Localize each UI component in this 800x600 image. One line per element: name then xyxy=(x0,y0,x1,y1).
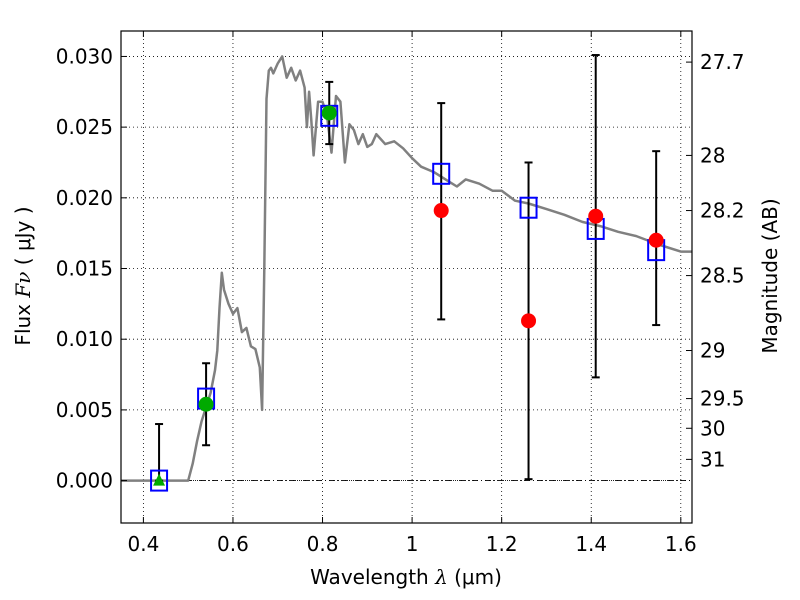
x-tick-label: 1.4 xyxy=(575,532,607,556)
magnitude-tick-label: 30 xyxy=(700,416,725,440)
observed-photometry-series xyxy=(153,105,664,486)
plot-frame xyxy=(120,30,693,524)
model-spectrum-series xyxy=(121,55,692,482)
observed-flux-point xyxy=(521,313,537,329)
magnitude-tick-label: 29 xyxy=(700,339,725,363)
observed-flux-upper-limit xyxy=(153,473,166,486)
y-tick-label: 0.000 xyxy=(56,469,113,493)
error-bars xyxy=(155,54,661,482)
x-tick-label: 0.8 xyxy=(307,532,339,556)
x-tick-label: 0.6 xyxy=(217,532,249,556)
y-tick-label: 0.005 xyxy=(56,398,113,422)
y-tick-label: 0.030 xyxy=(56,44,113,68)
observed-flux-point xyxy=(321,105,337,121)
x-tick-label: 0.4 xyxy=(127,532,159,556)
magnitude-tick-label: 28.2 xyxy=(700,199,745,223)
y-tick-label: 0.015 xyxy=(56,257,113,281)
y-tick-label: 0.020 xyxy=(56,186,113,210)
x-axis-label: Wavelength λ (μm) xyxy=(310,565,502,589)
x-axis: 0.4 0.6 0.8 1 1.2 1.4 1.6 xyxy=(127,31,697,556)
observed-flux-point xyxy=(433,203,449,219)
y-axis: 0.000 0.005 0.010 0.015 0.020 0.025 0.030 xyxy=(56,44,127,493)
y-tick-label: 0.010 xyxy=(56,327,113,351)
magnitude-tick-label: 29.5 xyxy=(700,387,745,411)
magnitude-tick-label: 28 xyxy=(700,143,725,167)
y-tick-label: 0.025 xyxy=(56,115,113,139)
model-flux-square xyxy=(519,196,538,219)
x-tick-label: 1.2 xyxy=(486,532,518,556)
magnitude-axis: 27.7 28 28.2 28.5 29 29.5 30 31 xyxy=(686,50,745,471)
observed-flux-point xyxy=(198,396,214,412)
model-flux-square xyxy=(150,469,169,492)
grid-lines xyxy=(121,31,692,523)
spectrum-line xyxy=(121,55,692,482)
observed-flux-point xyxy=(648,232,664,248)
magnitude-axis-label: Magnitude (AB) xyxy=(758,198,782,353)
model-flux-square xyxy=(432,162,451,185)
x-tick-label: 1 xyxy=(406,532,419,556)
x-tick-label: 1.6 xyxy=(665,532,697,556)
observed-flux-point xyxy=(588,208,604,224)
magnitude-tick-label: 27.7 xyxy=(700,50,745,74)
magnitude-tick-label: 28.5 xyxy=(700,264,745,288)
model-photometry-series xyxy=(150,104,666,492)
magnitude-tick-label: 31 xyxy=(700,447,725,471)
y-axis-label: Flux Fν ( μJy ) xyxy=(11,206,35,345)
